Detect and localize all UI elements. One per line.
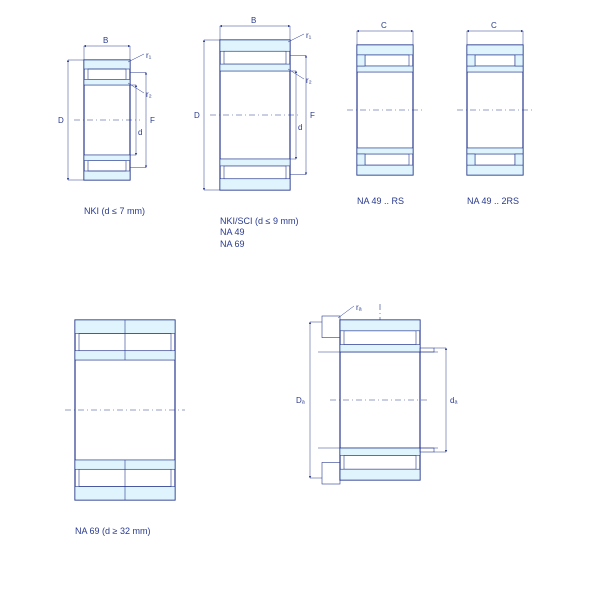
figure-caption: NA 69 (d ≥ 32 mm) [75, 526, 150, 537]
figure-fig4 [415, 0, 575, 220]
figure-caption: NA 49 .. 2RS [467, 196, 519, 207]
figure-fig6 [240, 260, 520, 540]
figure-caption: NKI/SCI (d ≤ 9 mm) NA 49 NA 69 [220, 216, 298, 250]
figure-caption: NKI (d ≤ 7 mm) [84, 206, 145, 217]
figure-caption: NA 49 .. RS [357, 196, 404, 207]
figure-fig5 [20, 270, 230, 550]
